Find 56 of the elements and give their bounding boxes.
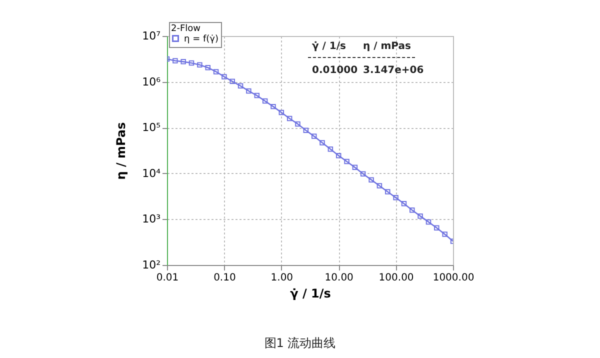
point xyxy=(246,88,252,94)
x-tick-label: 1.00 xyxy=(270,272,294,284)
x-tick-label: 0.01 xyxy=(156,272,179,284)
point xyxy=(401,200,407,206)
point xyxy=(418,213,423,219)
annotation: 3.147e+06 xyxy=(363,65,424,76)
point xyxy=(230,78,235,84)
point xyxy=(172,58,178,64)
point xyxy=(295,121,300,127)
point xyxy=(336,152,342,158)
point xyxy=(360,171,366,176)
point xyxy=(344,158,350,164)
point xyxy=(352,164,358,170)
annotation: η / mPas xyxy=(363,41,411,52)
point xyxy=(278,110,284,116)
legend-label: η = f(γ̇) xyxy=(184,34,218,44)
point xyxy=(311,134,317,139)
x-tick-label: 10.00 xyxy=(324,272,354,284)
point xyxy=(262,98,268,104)
y-tick-label: 10⁶ xyxy=(142,75,162,88)
point xyxy=(385,189,390,194)
point xyxy=(238,83,244,89)
point xyxy=(180,59,186,64)
y-tick-label: 10⁵ xyxy=(142,121,160,134)
point xyxy=(286,116,292,122)
x-tick-label: 1000.00 xyxy=(432,272,474,284)
y-tick-label: 10⁷ xyxy=(142,30,160,42)
y-tick-label: 10² xyxy=(142,258,160,272)
y-tick-label: 10⁴ xyxy=(142,166,162,180)
y-axis-title: η / mPas xyxy=(114,122,128,180)
x-tick-label: 100.00 xyxy=(378,272,414,284)
point xyxy=(328,146,334,152)
point xyxy=(205,65,210,70)
point xyxy=(197,62,202,68)
point xyxy=(426,219,432,225)
point xyxy=(254,92,260,98)
point xyxy=(320,140,325,146)
point xyxy=(303,128,309,133)
x-tick-label: 0.10 xyxy=(214,272,236,284)
annotation: γ̇ / 1/s xyxy=(312,41,346,52)
point xyxy=(270,104,276,110)
line-series xyxy=(167,56,453,244)
point xyxy=(188,60,194,66)
point xyxy=(434,225,440,231)
caption: 图1 流动曲线 xyxy=(263,335,337,352)
point xyxy=(442,232,448,237)
x-axis-title: γ̇ / 1/s xyxy=(290,286,331,300)
point xyxy=(376,183,382,188)
legend-title: 2-Flow xyxy=(171,24,201,34)
point xyxy=(222,74,227,80)
point xyxy=(213,69,219,74)
point xyxy=(368,177,374,182)
point xyxy=(393,195,398,200)
point xyxy=(410,207,415,213)
y-tick-label: 10³ xyxy=(142,212,160,226)
annotation: 0.01000 xyxy=(312,65,358,76)
